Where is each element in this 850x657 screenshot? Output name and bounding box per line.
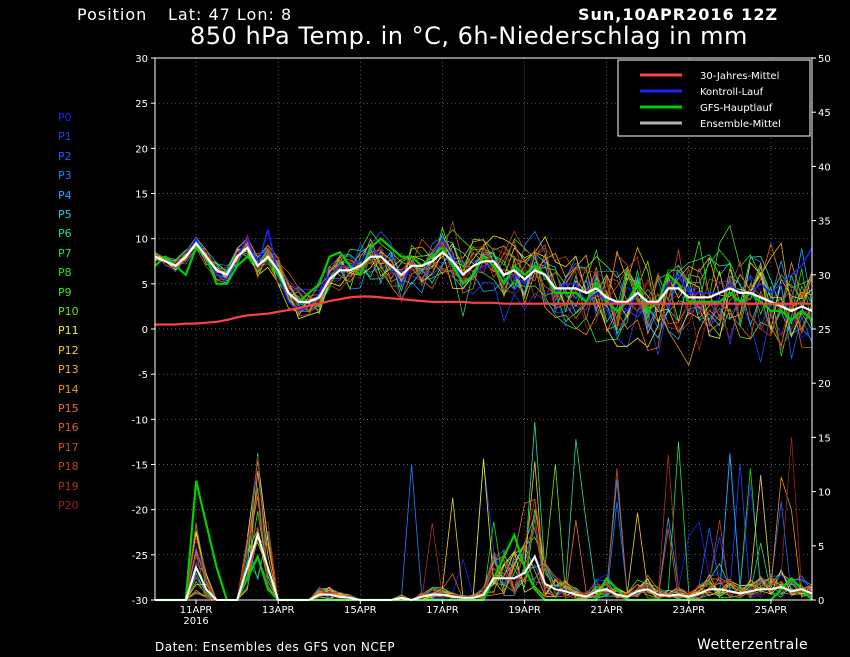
member-label-p19: P19 [58, 479, 79, 493]
left-tick-label: -25 [132, 551, 148, 562]
member-label-p14: P14 [58, 382, 79, 396]
legend-label: Kontroll-Lauf [700, 87, 764, 98]
member-label-p2: P2 [58, 149, 72, 163]
x-year-label: 2016 [183, 616, 208, 627]
ensemble-spaghetti [154, 220, 813, 601]
member-label-p8: P8 [58, 266, 72, 280]
legend-label: Ensemble-Mittel [700, 119, 781, 130]
left-tick-label: 5 [142, 280, 148, 291]
member-label-p9: P9 [58, 285, 72, 299]
member-precip-line-p8 [155, 468, 813, 601]
run-date-label: Sun,10APR2016 12Z [578, 5, 779, 24]
legend: 30-Jahres-Mittel Kontroll-Lauf GFS-Hauptla… [617, 59, 811, 137]
member-label-p1: P1 [58, 130, 72, 144]
x-tick-label: 17APR [426, 605, 459, 616]
member-label-p7: P7 [58, 246, 72, 260]
member-label-p17: P17 [58, 440, 79, 454]
member-temp-line-p9 [154, 224, 813, 325]
member-temp-line-p19 [154, 239, 813, 351]
member-label-p11: P11 [58, 324, 79, 338]
member-label-p3: P3 [58, 169, 72, 183]
member-precip-line-p17 [155, 468, 813, 601]
member-label-p10: P10 [58, 305, 79, 318]
right-tick-label: 20 [818, 379, 831, 390]
member-label-p6: P6 [58, 227, 72, 241]
x-tick-label: 15APR [344, 605, 377, 616]
data-source-label: Daten: Ensembles des GFS von NCEP [155, 640, 396, 654]
member-label-p13: P13 [58, 363, 79, 377]
position-label: Position [77, 5, 148, 24]
legend-label: GFS-Hauptlauf [700, 103, 773, 114]
ensemble-mean-precip-line [155, 531, 813, 602]
lat-lon-label: Lat: 47 Lon: 8 [168, 5, 293, 24]
right-tick-label: 25 [818, 325, 831, 336]
right-tick-label: 15 [818, 433, 831, 444]
left-tick-label: -20 [132, 506, 148, 517]
brand-label: Wetterzentrale [697, 637, 809, 653]
member-precip-line-p20 [155, 437, 813, 601]
right-tick-label: 50 [818, 54, 831, 65]
right-tick-label: 10 [818, 488, 831, 499]
member-temp-line-p4 [154, 238, 813, 340]
member-label-p20: P20 [58, 499, 79, 512]
member-label-p4: P4 [58, 188, 72, 202]
chart-title: 850 hPa Temp. in °C, 6h-Niederschlag in … [190, 22, 748, 50]
left-tick-label: 20 [135, 144, 148, 155]
control-run-temp-line [154, 229, 813, 313]
member-label-p12: P12 [58, 343, 79, 357]
ensemble-mean-temp-line [154, 241, 813, 313]
member-temp-line-p20 [154, 233, 813, 352]
left-tick-label: 25 [135, 99, 148, 110]
right-tick-label: 5 [818, 542, 824, 553]
right-tick-label: 45 [818, 108, 831, 119]
left-tick-label: 10 [135, 235, 148, 246]
member-precip-line-p4 [155, 454, 813, 601]
member-precip-line-p19 [155, 454, 813, 601]
x-tick-label: 23APR [673, 605, 706, 616]
climate-mean-temp-line [155, 295, 812, 326]
left-tick-label: -15 [132, 461, 148, 472]
right-tick-label: 35 [818, 217, 831, 228]
member-label-p18: P18 [58, 460, 79, 474]
x-tick-label: 25APR [755, 605, 788, 616]
left-tick-label: -10 [132, 415, 148, 426]
x-tick-label: 19APR [508, 605, 541, 616]
x-tick-label: 11APR [180, 605, 213, 616]
left-tick-label: 0 [142, 325, 148, 336]
legend-label: 30-Jahres-Mittel [700, 71, 779, 82]
x-tick-label: 13APR [262, 605, 295, 616]
member-label-p5: P5 [58, 208, 72, 221]
right-tick-label: 40 [818, 162, 831, 173]
member-label-p16: P16 [58, 421, 79, 435]
left-tick-label: -5 [138, 370, 148, 381]
member-precip-line-p3 [155, 452, 813, 601]
axes: 302520151050-5-10-15-20-25-3050454035302… [132, 54, 831, 627]
highlighted-series [154, 229, 813, 602]
left-tick-label: -30 [132, 596, 148, 607]
x-tick-label: 21APR [590, 605, 623, 616]
member-label-p0: P0 [58, 111, 72, 124]
right-tick-label: 0 [818, 596, 824, 607]
left-tick-label: 30 [135, 54, 148, 65]
left-tick-label: 15 [135, 190, 148, 201]
member-temp-line-p13 [154, 237, 813, 323]
right-tick-label: 30 [818, 271, 831, 282]
member-label-p15: P15 [58, 402, 79, 415]
